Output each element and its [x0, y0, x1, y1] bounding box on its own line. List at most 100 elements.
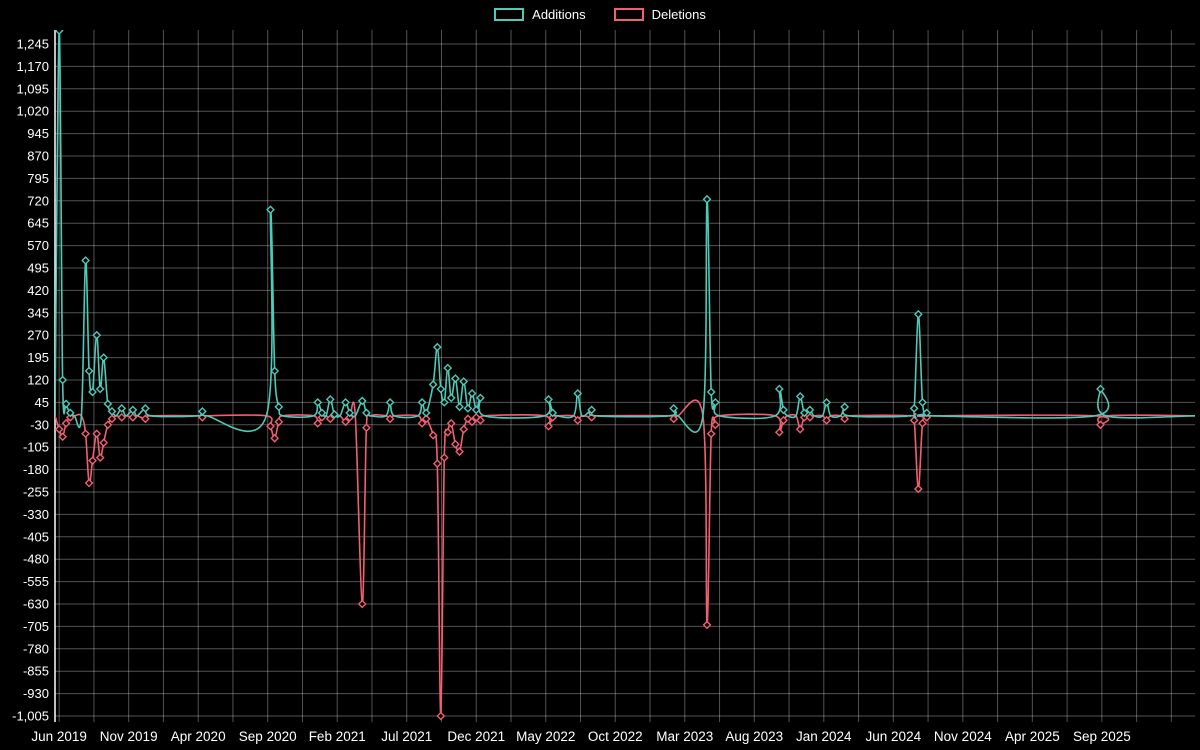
deletions-point-marker — [467, 417, 477, 427]
deletions-point-marker — [117, 412, 127, 422]
additions-point-marker — [107, 406, 117, 416]
additions-point-marker — [451, 374, 460, 383]
deletions-point-marker — [432, 459, 442, 469]
additions-point-marker — [313, 398, 323, 407]
y-tick-label: 1,095 — [16, 81, 49, 96]
y-tick-label: 1,170 — [16, 59, 49, 74]
additions-point-marker — [476, 393, 485, 403]
deletions-point-marker — [266, 421, 275, 431]
additions-point-marker — [385, 398, 395, 407]
deletions-point-marker — [55, 424, 64, 434]
additions-point-marker — [103, 399, 113, 409]
y-tick-label: -930 — [23, 686, 49, 701]
additions-point-marker — [330, 409, 339, 419]
legend-item-deletions[interactable]: Deletions — [613, 7, 706, 22]
y-tick-label: 120 — [27, 373, 49, 388]
deletions-point-marker — [357, 599, 367, 609]
deletions-point-marker — [140, 414, 150, 424]
additions-point-marker — [58, 375, 68, 385]
deletions-point-marker — [702, 620, 712, 630]
deletions-point-marker — [103, 420, 113, 430]
y-tick-label: -705 — [23, 619, 49, 634]
deletions-point-marker — [451, 439, 460, 449]
deletions-point-marker — [65, 412, 75, 422]
deletions-point-marker — [421, 414, 431, 424]
additions-point-marker — [446, 393, 456, 403]
additions-point-marker — [922, 408, 932, 418]
deletions-point-marker — [385, 414, 395, 424]
deletions-point-marker — [459, 424, 469, 434]
additions-point-marker — [805, 405, 815, 415]
additions-point-marker — [421, 408, 431, 418]
deletions-point-marker — [805, 412, 815, 422]
y-tick-label: 1,245 — [16, 37, 49, 52]
y-tick-label: -630 — [23, 597, 49, 612]
additions-point-marker — [467, 389, 477, 398]
additions-point-marker — [455, 402, 464, 412]
additions-point-marker — [432, 342, 442, 352]
deletions-point-marker — [840, 414, 850, 424]
y-tick-label: 270 — [27, 328, 49, 343]
deletions-point-marker — [341, 417, 350, 427]
x-tick-label: Mar 2023 — [656, 729, 713, 744]
additions-point-marker — [345, 408, 355, 418]
y-tick-label: -1,005 — [12, 709, 49, 724]
y-tick-label: 870 — [27, 149, 49, 164]
additions-point-marker — [65, 408, 75, 418]
legend-item-additions[interactable]: Additions — [494, 7, 586, 22]
additions-point-marker — [774, 384, 784, 394]
additions-point-marker — [573, 389, 583, 398]
y-tick-label: -255 — [23, 485, 49, 500]
additions-point-marker — [706, 387, 716, 397]
y-tick-label: 945 — [27, 126, 49, 141]
y-tick-label: 795 — [27, 171, 49, 186]
deletions-point-marker — [779, 415, 788, 425]
additions-point-marker — [459, 377, 469, 386]
additions-point-marker — [587, 405, 597, 415]
additions-point-marker — [544, 395, 553, 404]
x-tick-label: Jan 2024 — [796, 729, 852, 744]
y-tick-label: 495 — [27, 261, 49, 276]
deletions-point-marker — [128, 412, 138, 422]
deletions-point-marker — [710, 420, 720, 430]
additions-point-marker — [84, 366, 94, 376]
y-tick-label: -30 — [30, 417, 49, 432]
additions-point-marker — [439, 398, 449, 407]
deletions-point-marker — [573, 415, 583, 425]
deletions-point-marker — [909, 415, 919, 425]
x-tick-label: May 2022 — [516, 729, 575, 744]
additions-legend-label: Additions — [532, 7, 586, 22]
additions-swatch — [494, 8, 525, 21]
y-tick-label: -180 — [23, 462, 49, 477]
deletions-point-marker — [92, 429, 102, 439]
y-tick-label: -330 — [23, 507, 49, 522]
x-tick-label: Oct 2022 — [588, 729, 643, 744]
additions-point-marker — [471, 405, 481, 415]
deletions-point-marker — [1096, 420, 1105, 430]
y-tick-label: 420 — [27, 283, 49, 298]
y-tick-label: 345 — [27, 305, 49, 320]
x-tick-label: Dec 2021 — [447, 729, 505, 744]
additions-point-marker — [710, 398, 720, 407]
additions-point-marker — [357, 396, 367, 406]
y-tick-label: -555 — [23, 574, 49, 589]
deletions-point-marker — [270, 433, 280, 443]
deletions-point-marker — [913, 484, 923, 494]
deletions-point-marker — [436, 711, 446, 721]
y-tick-label: 45 — [35, 395, 49, 410]
deletions-point-marker — [822, 415, 831, 425]
deletions-point-marker — [446, 418, 456, 428]
deletions-point-marker — [107, 414, 117, 424]
additions-point-marker — [88, 387, 97, 397]
deletions-point-marker — [544, 421, 553, 431]
deletions-point-marker — [417, 418, 427, 428]
additions-point-marker — [128, 405, 138, 415]
additions-point-marker — [1096, 384, 1105, 394]
x-tick-label: Sep 2025 — [1073, 729, 1131, 744]
additions-point-marker — [95, 384, 105, 394]
additions-point-marker — [325, 395, 335, 404]
additions-point-marker — [417, 398, 427, 407]
additions-point-marker — [436, 384, 446, 394]
deletions-point-marker — [918, 418, 927, 428]
additions-point-marker — [92, 330, 102, 340]
